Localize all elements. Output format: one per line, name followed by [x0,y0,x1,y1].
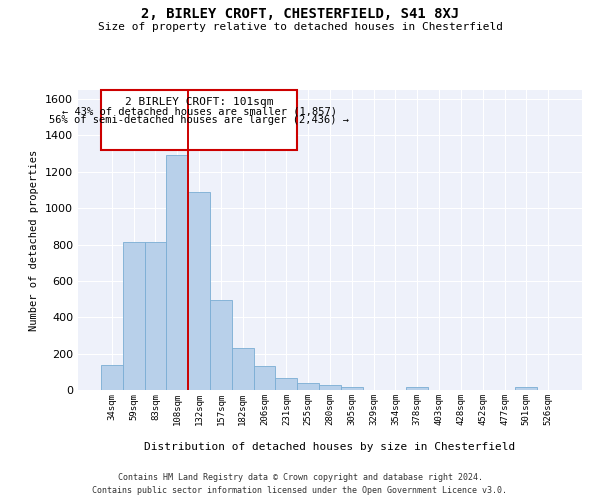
Bar [341,388,363,390]
Bar [319,385,341,390]
Text: 2 BIRLEY CROFT: 101sqm: 2 BIRLEY CROFT: 101sqm [125,98,274,108]
Bar [232,348,254,390]
Bar [406,388,428,390]
Bar [275,378,297,390]
Bar [188,192,210,390]
Bar [210,300,232,390]
Bar [123,242,145,390]
Bar [101,364,123,390]
Bar [101,90,297,150]
Bar [297,382,319,390]
Bar [515,388,537,390]
Text: Contains HM Land Registry data © Crown copyright and database right 2024.: Contains HM Land Registry data © Crown c… [118,472,482,482]
Text: ← 43% of detached houses are smaller (1,857): ← 43% of detached houses are smaller (1,… [62,106,337,117]
Text: Contains public sector information licensed under the Open Government Licence v3: Contains public sector information licen… [92,486,508,495]
Text: Size of property relative to detached houses in Chesterfield: Size of property relative to detached ho… [97,22,503,32]
Bar [166,154,188,390]
Text: 56% of semi-detached houses are larger (2,436) →: 56% of semi-detached houses are larger (… [49,116,349,126]
Text: Distribution of detached houses by size in Chesterfield: Distribution of detached houses by size … [145,442,515,452]
Text: 2, BIRLEY CROFT, CHESTERFIELD, S41 8XJ: 2, BIRLEY CROFT, CHESTERFIELD, S41 8XJ [141,8,459,22]
Y-axis label: Number of detached properties: Number of detached properties [29,150,40,330]
Bar [145,242,166,390]
Bar [254,366,275,390]
